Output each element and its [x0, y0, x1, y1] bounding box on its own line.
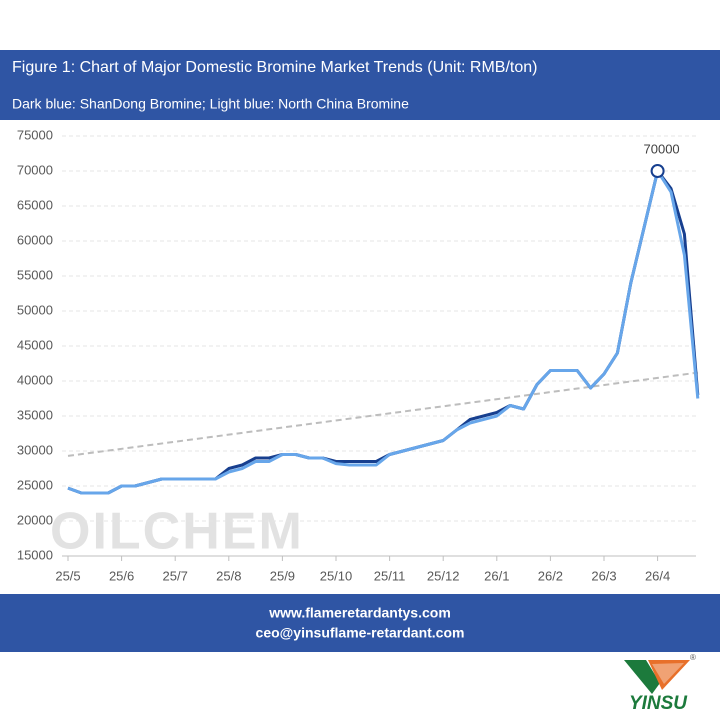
y-tick-label: 15000 [17, 547, 53, 562]
watermark: OILCHEM [50, 503, 304, 561]
footer-band [0, 594, 720, 652]
footer-website: www.flameretardantys.com [268, 605, 451, 621]
x-tick-label: 25/5 [55, 568, 80, 583]
y-tick-label: 55000 [17, 267, 53, 282]
y-tick-label: 30000 [17, 442, 53, 457]
trendline [67, 371, 698, 457]
y-tick-label: 45000 [17, 337, 53, 352]
plot: 15000 20000 25000 30000 35000 40000 45000 50000… [17, 127, 700, 583]
y-tick-label: 75000 [17, 127, 53, 142]
x-tick-label: 25/8 [216, 568, 241, 583]
x-tick-label: 25/12 [427, 568, 460, 583]
chart-subtitle: Dark blue: ShanDong Bromine; Light blue:… [12, 96, 409, 112]
chart-title: Figure 1: Chart of Major Domestic Bromin… [12, 59, 538, 76]
x-tick-label: 25/6 [109, 568, 134, 583]
logo-mark: ® [690, 653, 696, 662]
x-tick-label: 25/10 [320, 568, 353, 583]
y-tick-label: 60000 [17, 232, 53, 247]
x-tick-label: 25/11 [374, 568, 406, 583]
y-tick-label: 65000 [17, 197, 53, 212]
peak-label: 70000 [644, 141, 680, 156]
footer-email: ceo@yinsuflame-retardant.com [256, 625, 465, 641]
y-tick-label: 40000 [17, 372, 53, 387]
y-tick-label: 70000 [17, 162, 53, 177]
x-tick-label: 26/4 [645, 568, 670, 583]
y-tick-label: 35000 [17, 407, 53, 422]
header-band [0, 50, 720, 120]
x-tick-label: 25/9 [270, 568, 295, 583]
logo-name: YINSU [629, 693, 688, 714]
y-tick-label: 25000 [17, 477, 53, 492]
series-line [67, 169, 700, 495]
x-tick-label: 26/1 [484, 568, 509, 583]
logo-icon [624, 660, 690, 694]
peak-marker [650, 164, 665, 178]
x-tick-label: 26/2 [538, 568, 563, 583]
series-line [67, 169, 700, 495]
y-tick-label: 20000 [17, 512, 53, 527]
y-tick-label: 50000 [17, 302, 53, 317]
x-tick-label: 26/3 [591, 568, 616, 583]
x-tick-label: 25/7 [163, 568, 188, 583]
